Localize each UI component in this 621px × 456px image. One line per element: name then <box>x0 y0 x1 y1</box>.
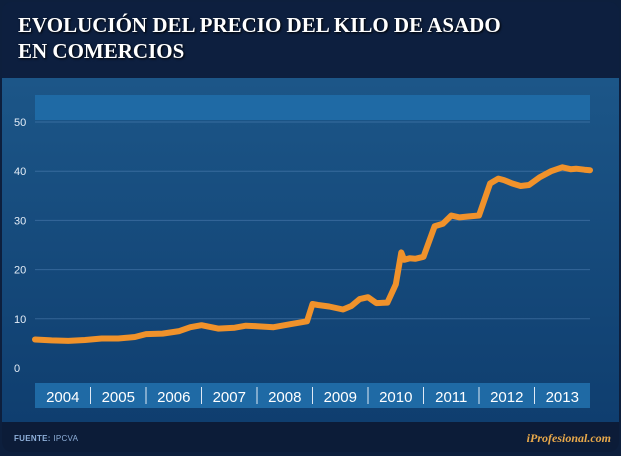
series-group <box>32 164 593 344</box>
y-tick-label-30: 30 <box>14 215 26 227</box>
x-tick-label-2007: 2007 <box>213 389 246 406</box>
y-tick-label-20: 20 <box>14 265 26 277</box>
plot-background <box>2 78 619 422</box>
grid-lines <box>35 121 590 320</box>
x-tick-label-2013: 2013 <box>546 389 579 406</box>
x-tick-label-2006: 2006 <box>157 389 190 406</box>
source-note: FUENTE: IPCVA <box>14 434 78 443</box>
source-value: IPCVA <box>53 434 79 443</box>
x-tick-label-2011: 2011 <box>435 389 467 406</box>
y-tick-label-40: 40 <box>14 166 26 178</box>
line-chart: 0 10 20 30 40 50 2004 2005 2006 2007 2008 2009 2010… <box>14 95 593 408</box>
x-tick-label-2004: 2004 <box>46 389 79 406</box>
brand-logo: iProfesional.com <box>526 431 611 445</box>
x-tick-label-2008: 2008 <box>268 389 301 406</box>
x-tick-label-2010: 2010 <box>379 389 412 406</box>
footer: FUENTE: IPCVA iProfesional.com <box>2 422 619 452</box>
y-tick-label-10: 10 <box>14 314 26 326</box>
x-tick-label-2009: 2009 <box>324 389 357 406</box>
y-tick-label-50: 50 <box>14 117 26 129</box>
x-axis-labels: 2004 2005 2006 2007 2008 2009 2010 2011 2012 2013 <box>46 389 579 406</box>
title-bar: EVOLUCIÓN DEL PRECIO DEL KILO DE ASADO E… <box>2 2 619 78</box>
y-axis-ticks: 0 10 20 30 40 50 <box>14 117 26 375</box>
x-tick-label-2012: 2012 <box>490 389 523 406</box>
x-tick-label-2005: 2005 <box>102 389 135 406</box>
chart-title-line-1: EVOLUCIÓN DEL PRECIO DEL KILO DE ASADO <box>18 13 501 37</box>
source-label: FUENTE: <box>14 434 51 443</box>
x-axis-dividers <box>90 387 535 404</box>
chart-title-line-2: EN COMERCIOS <box>18 39 185 63</box>
top-band <box>35 95 590 120</box>
series-line-0 <box>32 164 593 344</box>
y-tick-label-0: 0 <box>14 363 20 375</box>
chart-title: EVOLUCIÓN DEL PRECIO DEL KILO DE ASADO E… <box>18 12 578 64</box>
